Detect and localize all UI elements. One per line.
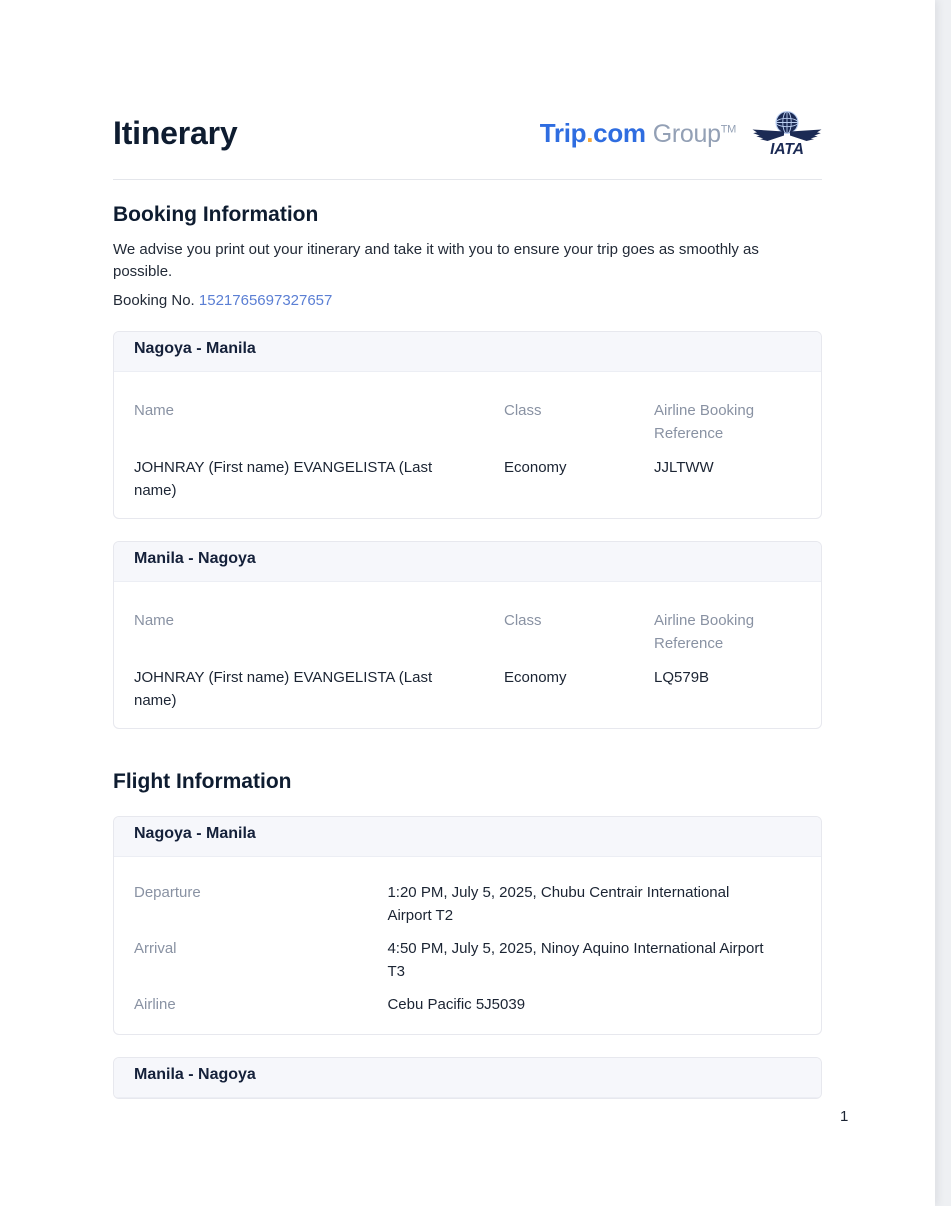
svg-text:IATA: IATA xyxy=(770,141,804,158)
